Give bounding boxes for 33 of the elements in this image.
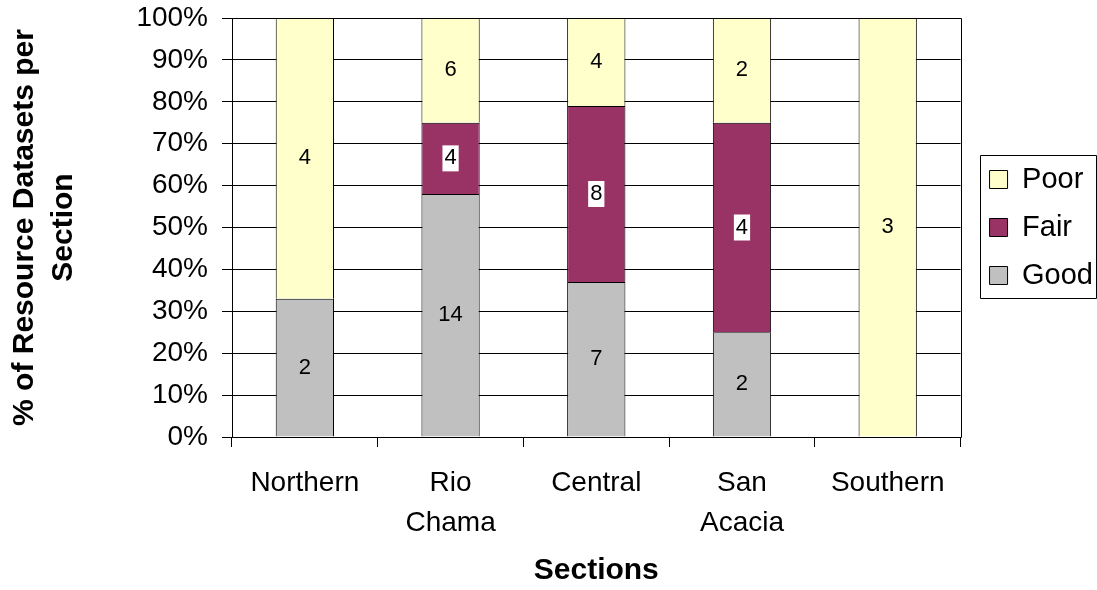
annotation: 8	[590, 180, 603, 206]
y-tick-label: 90%	[151, 42, 208, 74]
y-axis-title: % of Resource Datasets per Section	[5, 28, 78, 426]
x-axis-title: Sections	[533, 552, 659, 586]
x-tick-label: Central	[551, 466, 642, 498]
y-tick-label: 50%	[151, 210, 208, 242]
annotation: 3	[881, 213, 894, 239]
y-tick-label: 20%	[151, 335, 208, 367]
annotation: 4	[298, 144, 311, 170]
y-tick-label: 30%	[151, 294, 208, 326]
annotation: 4	[735, 213, 749, 239]
x-tick-label: Northern	[250, 466, 360, 498]
y-tick-label: 0%	[167, 419, 208, 451]
annotation: 14	[438, 301, 463, 327]
annotation: 2	[735, 56, 749, 82]
x-tick-label: Rio Chama	[405, 466, 497, 537]
annotation: 6	[444, 56, 457, 82]
legend-label: Fair	[1022, 209, 1073, 242]
y-tick-label: 10%	[151, 377, 208, 409]
annotation: 2	[298, 353, 311, 379]
annotation: 7	[590, 345, 603, 371]
y-tick-label: 40%	[151, 252, 208, 284]
legend-label: Good	[1022, 257, 1094, 290]
x-tick-label: San Acacia	[699, 466, 785, 537]
legend-label: Poor	[1022, 161, 1084, 194]
y-tick-label: 100%	[136, 0, 208, 32]
annotation: 4	[590, 48, 603, 74]
x-tick-label: Southern	[830, 466, 945, 498]
y-tick-label: 60%	[151, 168, 208, 200]
annotation: 2	[735, 370, 749, 396]
y-tick-label: 70%	[151, 126, 208, 158]
y-tick-label: 80%	[151, 84, 208, 116]
annotation: 4	[444, 144, 457, 170]
